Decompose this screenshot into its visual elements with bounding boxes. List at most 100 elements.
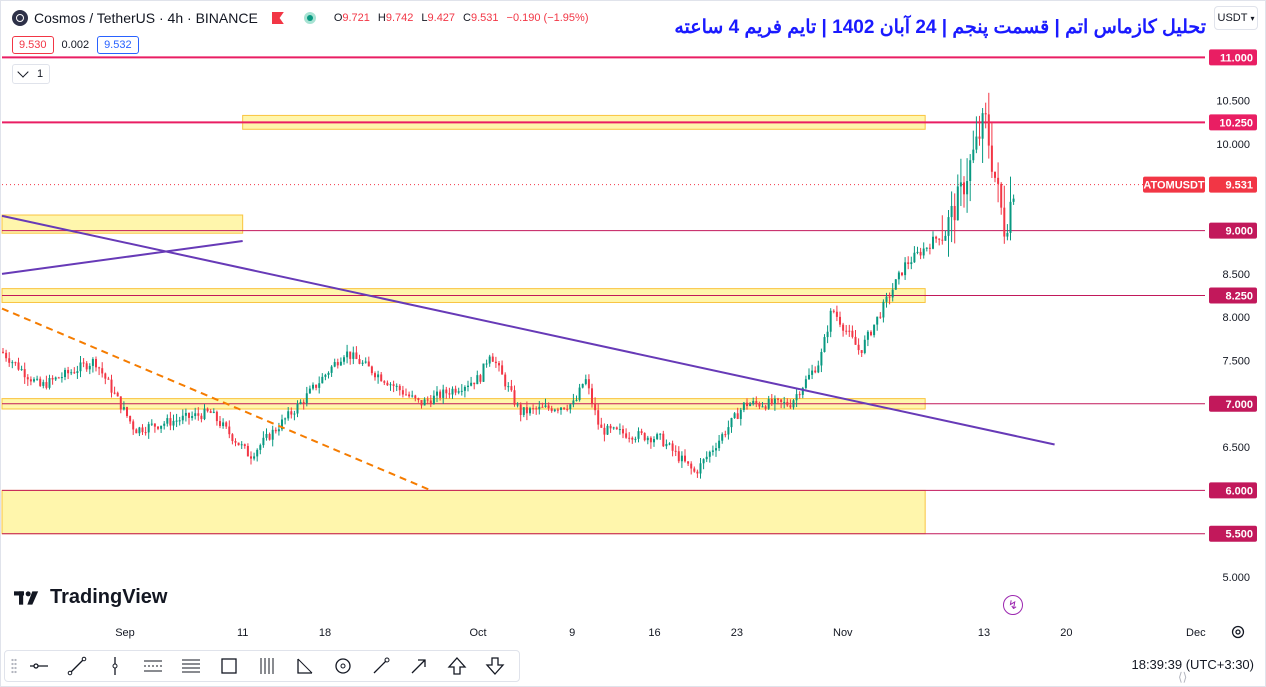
candle-body [529, 408, 531, 414]
candle-body [975, 136, 978, 150]
candle-body [758, 403, 761, 407]
candle-body [432, 395, 435, 405]
candle-body [485, 363, 488, 365]
buy-sell-panel: 9.530 0.002 9.532 [12, 36, 139, 54]
candle-body [603, 427, 606, 435]
candle-body [860, 350, 863, 353]
candle-body [510, 386, 513, 391]
brush-tool[interactable] [365, 653, 397, 679]
candle-body [764, 406, 767, 409]
candle-body [110, 379, 113, 393]
candle-body [126, 407, 128, 416]
timezone-label[interactable]: (UTC+3:30) [1185, 657, 1254, 672]
candle-body [153, 423, 156, 427]
pitchfork-tool[interactable] [251, 653, 283, 679]
trend-line-tool[interactable] [61, 653, 93, 679]
ohlc-values: O9.721 H9.742 L9.427 C9.531 −0.190 (−1.9… [334, 12, 589, 24]
candle-body [141, 427, 144, 433]
candle-body [972, 149, 975, 161]
angle-tool[interactable] [289, 653, 321, 679]
candle-body [925, 247, 928, 249]
candle-body [888, 296, 891, 298]
trendline-1 [1, 214, 1055, 446]
candle-body [11, 362, 14, 364]
price-level-tag-0 [1209, 49, 1257, 66]
candle-body [1009, 201, 1012, 233]
candle-body [656, 434, 659, 440]
candle-body [1000, 183, 1003, 208]
angle-icon [297, 658, 313, 674]
market-status-icon[interactable] [303, 12, 316, 24]
price-level-tag-3 [1209, 287, 1257, 304]
candle-body [916, 251, 919, 253]
circle-tool[interactable] [327, 653, 359, 679]
candle-body [640, 431, 643, 434]
candle-body [532, 408, 535, 410]
parallel-channel-tool[interactable] [137, 653, 169, 679]
candle-body [454, 388, 457, 393]
candle-body [870, 331, 872, 336]
zones-layer [1, 114, 926, 535]
candle-body [262, 437, 265, 446]
candle-body [544, 405, 547, 407]
candle-body [64, 369, 66, 378]
price-level-label-5: 6.000 [1225, 485, 1253, 497]
rectangle-tool[interactable] [213, 653, 245, 679]
vertical-line-tool[interactable] [99, 653, 131, 679]
candle-body [274, 429, 277, 432]
candle-body [498, 363, 500, 366]
candle-body [219, 421, 221, 427]
candle-body [411, 395, 414, 397]
drag-handle-icon[interactable] [11, 658, 17, 674]
candle-body [420, 400, 423, 406]
flag-icon[interactable] [271, 12, 284, 24]
candle-body [829, 310, 832, 332]
lightning-icon[interactable]: ↯ [1003, 595, 1023, 615]
indicator-count: 1 [37, 68, 44, 80]
price-level-label-2: 9.000 [1225, 226, 1253, 238]
brush-icon [373, 657, 390, 674]
candle-body [426, 399, 429, 401]
candle-body [172, 420, 175, 426]
tradingview-watermark[interactable]: TradingView [14, 586, 167, 609]
candle-body [200, 415, 203, 420]
candle-body [665, 443, 668, 447]
symbol-title[interactable]: Cosmos / TetherUS · 4h · BINANCE [34, 10, 258, 26]
candle-body [222, 422, 225, 427]
candle-body [919, 251, 922, 256]
horizontal-ray-tool[interactable] [23, 653, 55, 679]
currency-select[interactable]: USDT ▾ [1214, 6, 1258, 30]
candle-body [138, 427, 141, 434]
buy-button[interactable]: 9.532 [97, 36, 139, 54]
arrow-tool[interactable] [403, 653, 435, 679]
candle-body [702, 459, 705, 464]
candle-body [26, 377, 29, 380]
price-level-label-1: 10.250 [1219, 117, 1253, 129]
candle-body [339, 361, 342, 366]
candle-body [811, 370, 814, 375]
candle-body [894, 279, 897, 290]
tradingview-logo-icon [14, 590, 39, 605]
candle-body [876, 316, 879, 325]
resize-handle-icon[interactable]: ⟨⟩ [1178, 670, 1188, 684]
arrow-down-tool[interactable] [479, 653, 511, 679]
candle-body [984, 113, 987, 115]
candle-body [761, 406, 764, 408]
candle-body [429, 400, 432, 405]
candle-body [460, 390, 463, 392]
sell-button[interactable]: 9.530 [12, 36, 54, 54]
fib-retracement-tool[interactable] [175, 653, 207, 679]
arrow-up-icon [447, 657, 467, 675]
arrow-up-tool[interactable] [441, 653, 473, 679]
clock[interactable]: 18:39:39 (UTC+3:30) [1131, 657, 1254, 672]
indicators-toggle[interactable]: 1 [12, 64, 51, 84]
time-tick-8: 13 [978, 627, 990, 639]
gear-icon[interactable] [1230, 624, 1246, 640]
candle-body [516, 404, 519, 406]
candle-body [299, 401, 302, 404]
close-value: 9.531 [471, 12, 499, 24]
candle-body [79, 362, 82, 372]
candle-body [739, 409, 742, 419]
candle-body [305, 393, 308, 404]
